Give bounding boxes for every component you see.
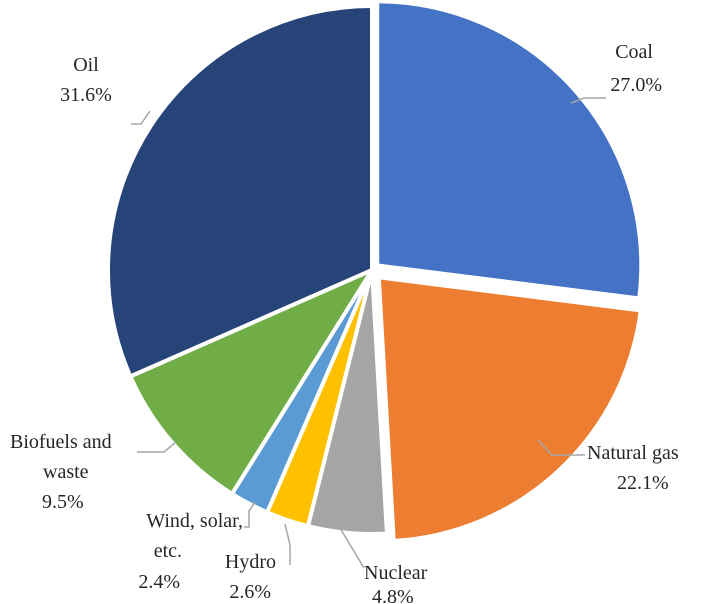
leader-line-oil — [131, 110, 151, 125]
leader-line-nuclear — [339, 527, 365, 569]
pie-slice-biofuels-and-waste — [128, 268, 374, 496]
slice-label-wind-solar-line2: etc. — [154, 540, 182, 562]
slice-value-oil: 31.6% — [60, 84, 112, 106]
pie-slice-coal — [375, 0, 644, 301]
leader-line-coal — [570, 97, 606, 104]
leader-line-hydro — [284, 523, 291, 565]
leader-line-biofuels — [137, 441, 177, 453]
leader-line-wind-solar — [244, 501, 256, 528]
slice-label-nuclear: Nuclear — [364, 562, 428, 584]
leader-lines-layer — [131, 97, 606, 569]
pie-slice-oil — [106, 4, 374, 379]
slice-value-nuclear: 4.8% — [372, 586, 414, 604]
slice-value-biofuels: 9.5% — [42, 491, 84, 513]
slice-value-wind-solar: 2.4% — [138, 571, 180, 593]
pie-slice-natural-gas — [376, 275, 643, 543]
slice-value-natural-gas: 22.1% — [617, 472, 669, 494]
slice-label-biofuels-line1: Biofuels and — [10, 431, 112, 453]
leader-line-natural-gas — [537, 439, 585, 456]
slice-label-oil: Oil — [73, 54, 99, 76]
slices-layer — [106, 0, 644, 543]
slice-label-wind-solar-line1: Wind, solar, — [146, 510, 243, 532]
slice-value-coal: 27.0% — [610, 74, 662, 96]
slice-label-coal: Coal — [615, 41, 653, 63]
slice-label-biofuels-line2: waste — [43, 461, 89, 483]
slice-value-hydro: 2.6% — [229, 581, 271, 603]
slice-label-hydro: Hydro — [225, 551, 276, 573]
data-labels-layer: Coal 27.0% Natural gas 22.1% Nuclear 4.8… — [10, 41, 679, 604]
slice-label-natural-gas: Natural gas — [587, 442, 679, 464]
